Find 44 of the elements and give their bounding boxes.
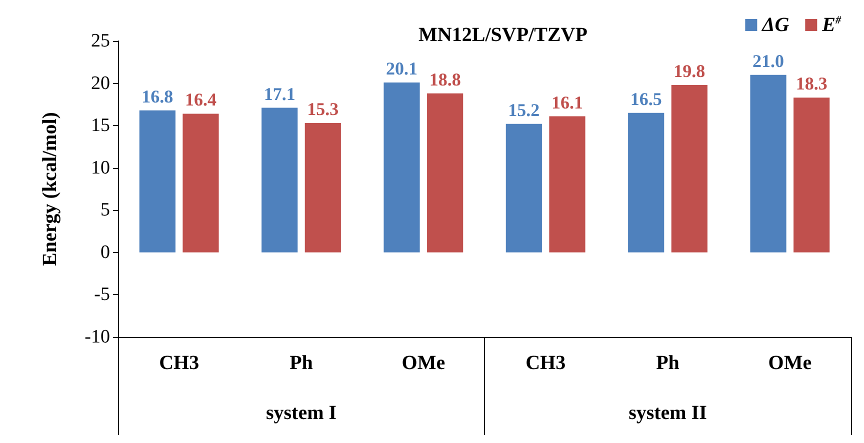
- y-tick-label: 25: [91, 30, 110, 52]
- y-tick-label: 0: [100, 242, 110, 263]
- legend-label: E#: [821, 14, 842, 36]
- y-tick-label: -10: [84, 326, 110, 348]
- bar: [262, 108, 298, 252]
- text: system I: [266, 402, 337, 424]
- data-label: 16.5: [630, 88, 662, 109]
- text: system II: [628, 402, 708, 424]
- bar: [182, 114, 219, 252]
- bar: [671, 84, 708, 252]
- bar: [628, 112, 664, 252]
- x-tick-label: Ph: [656, 352, 680, 374]
- data-label: 19.8: [674, 60, 706, 81]
- bar: [506, 124, 542, 252]
- data-label: 18.3: [796, 74, 828, 94]
- y-tick-label: -5: [94, 284, 110, 306]
- data-label: 18.8: [429, 69, 461, 90]
- bar: [304, 123, 341, 252]
- bar: [549, 116, 586, 252]
- bar: [750, 74, 786, 252]
- bar: [794, 98, 830, 252]
- data-label: 20.1: [386, 58, 418, 78]
- data-label: 17.1: [264, 84, 296, 104]
- data-label: 16.8: [142, 86, 174, 106]
- bar: [139, 110, 176, 252]
- data-label: 16.1: [551, 92, 583, 112]
- data-label: 21.0: [752, 50, 784, 71]
- x-tick-label: Ph: [290, 352, 313, 374]
- y-axis-title: Energy (kcal/mol): [39, 112, 61, 266]
- data-label: 15.2: [508, 100, 540, 120]
- y-tick-label: 20: [91, 72, 110, 94]
- legend-label: ΔG: [761, 14, 790, 36]
- data-label: 15.3: [307, 99, 339, 120]
- x-tick-label: CH3: [526, 352, 566, 374]
- bar: [427, 93, 464, 252]
- x-tick-label: OMe: [402, 352, 446, 374]
- data-label: 16.4: [184, 90, 216, 110]
- y-tick-label: 10: [91, 157, 110, 178]
- x-tick-label: OMe: [768, 352, 812, 374]
- y-tick-label: 5: [100, 200, 110, 221]
- x-tick-label: CH3: [159, 352, 200, 374]
- chart-title: MN12L/SVP/TZVP: [418, 24, 588, 46]
- bar: [384, 82, 420, 252]
- y-tick-label: 15: [91, 115, 110, 136]
